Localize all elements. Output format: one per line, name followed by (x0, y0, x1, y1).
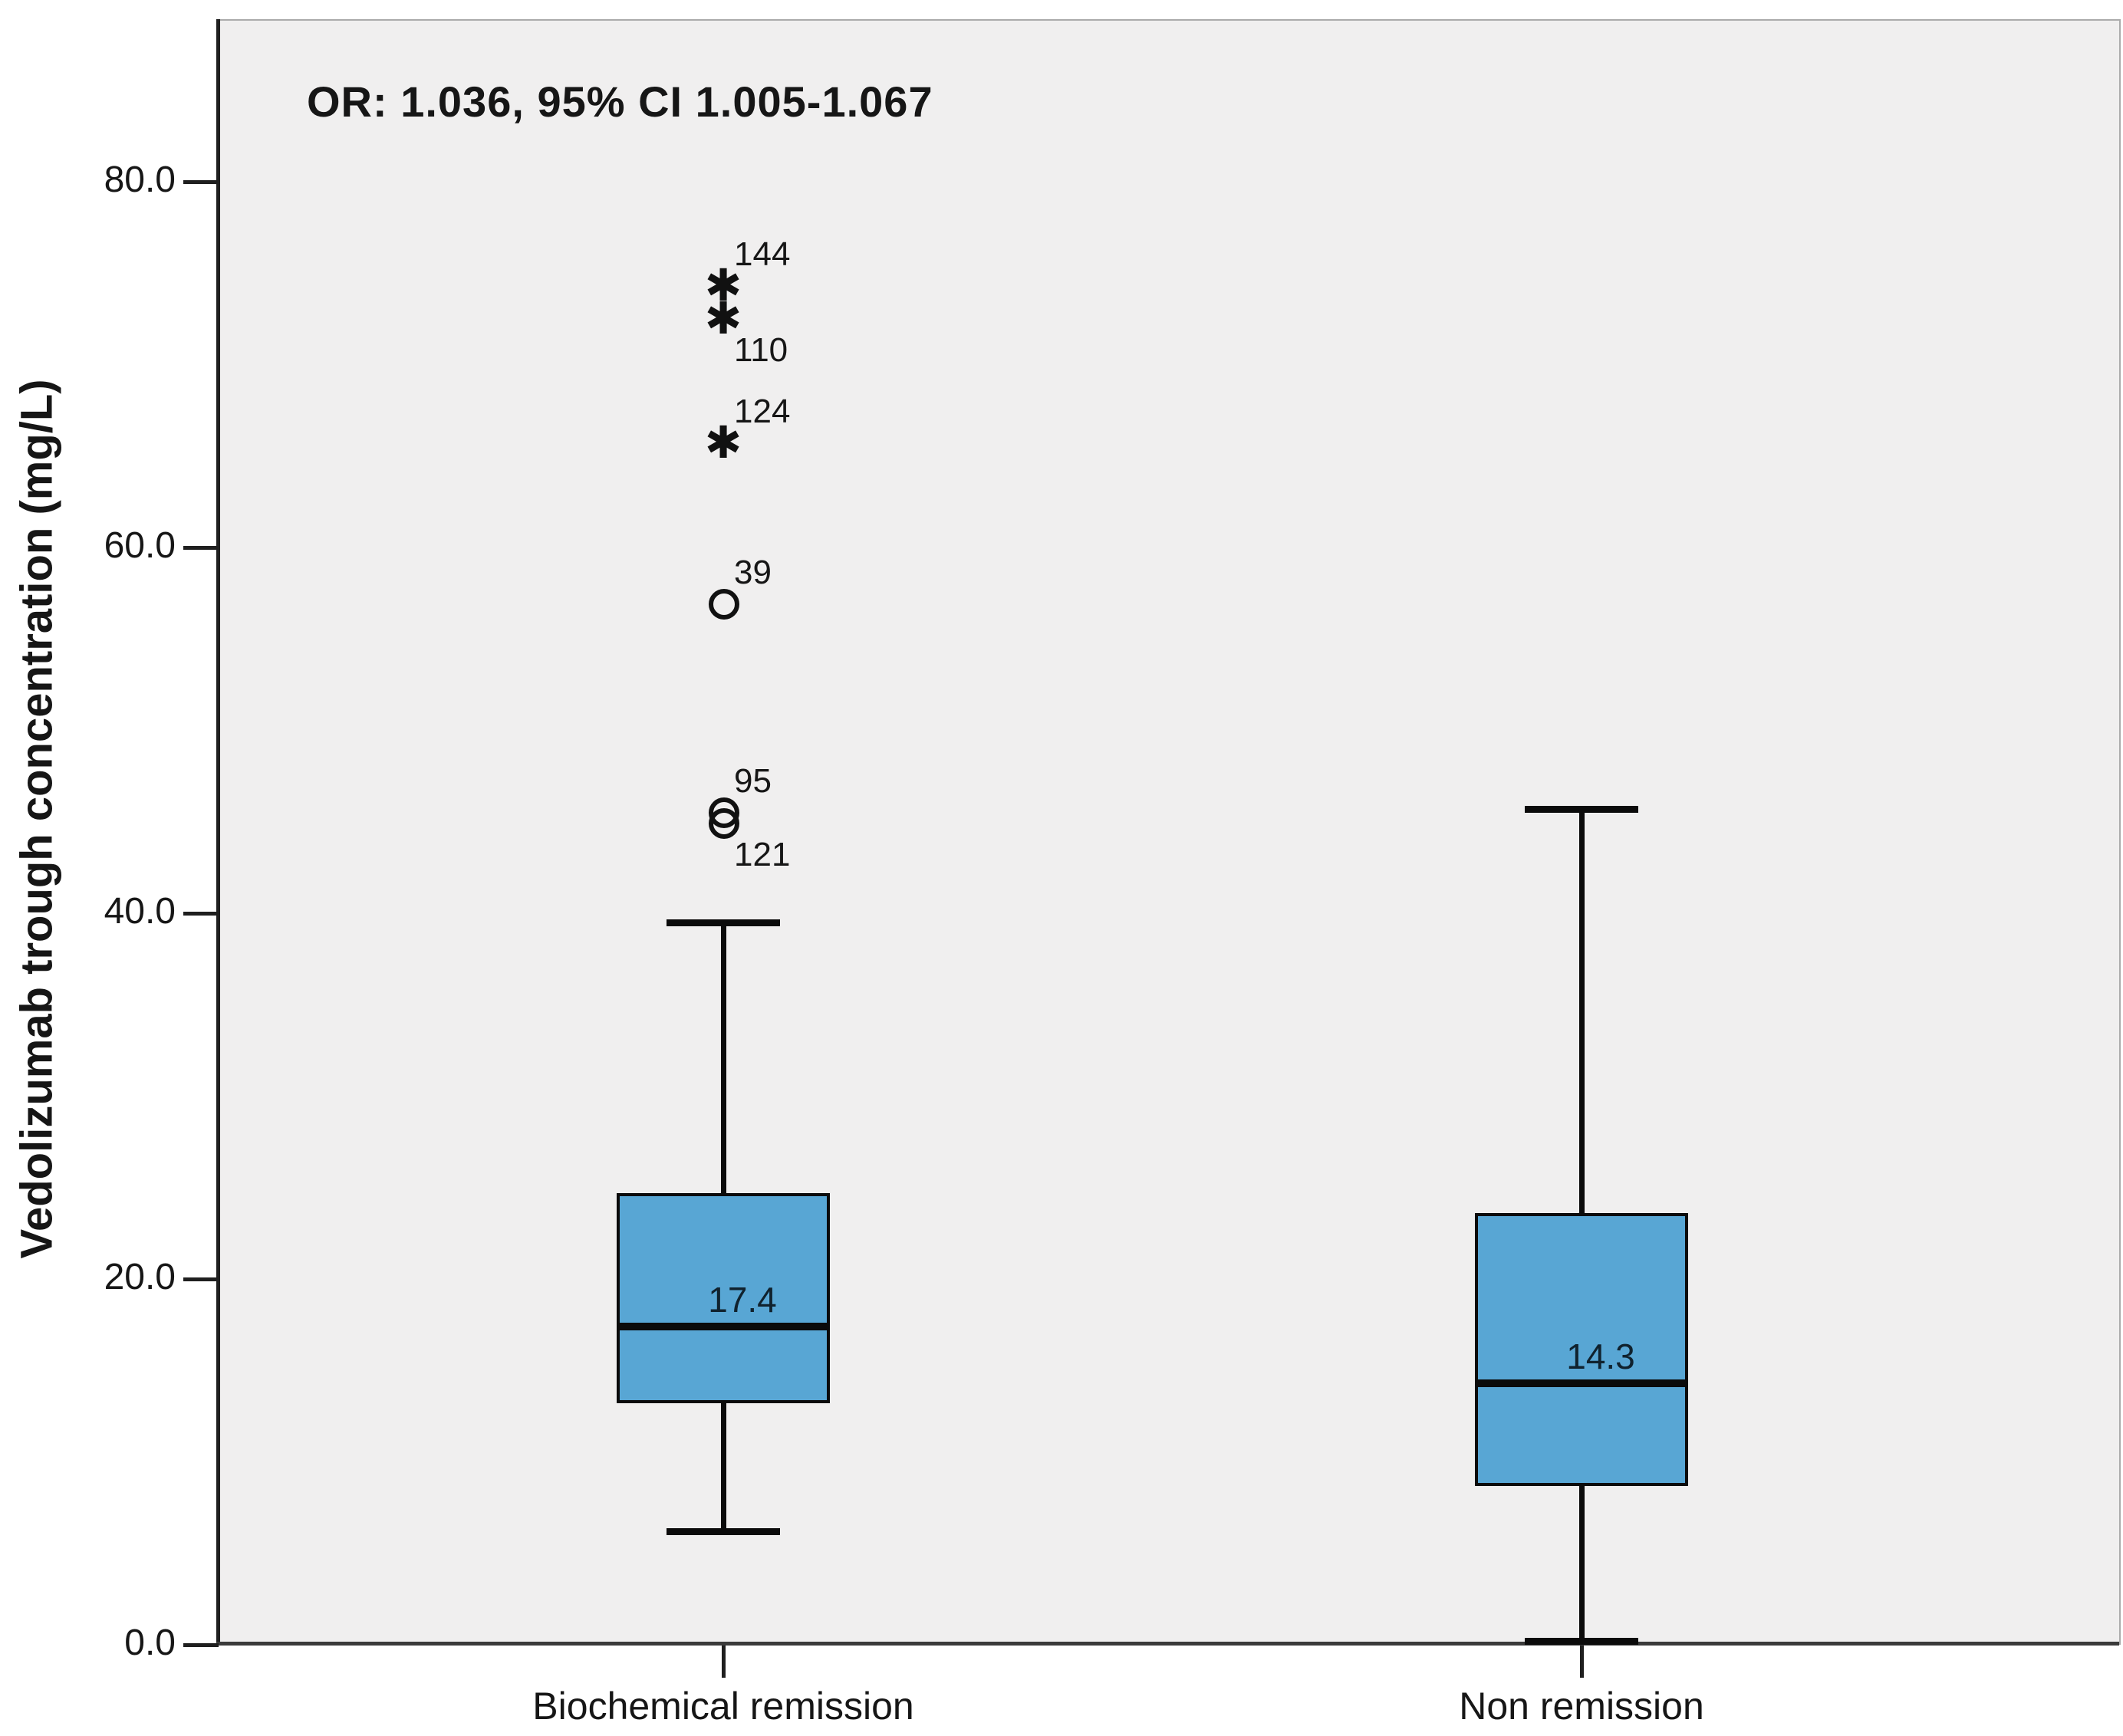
y-tick-mark (183, 1277, 219, 1281)
outlier-case-label: 144 (734, 235, 791, 273)
outlier-star-icon: ✱ (704, 294, 742, 344)
odds-ratio-annotation: OR: 1.036, 95% CI 1.005-1.067 (307, 77, 933, 126)
x-tick-mark (722, 1646, 726, 1678)
box (617, 1193, 830, 1403)
plot-area (219, 19, 2121, 1645)
median-line (1475, 1379, 1688, 1387)
median-line (617, 1323, 830, 1330)
x-category-label: Biochemical remission (532, 1685, 914, 1728)
y-tick-label: 0.0 (124, 1623, 176, 1663)
outlier-case-label: 124 (734, 393, 791, 430)
y-tick-label: 60.0 (104, 525, 176, 566)
outlier-case-label: 39 (734, 554, 772, 591)
x-category-label: Non remission (1459, 1685, 1704, 1728)
x-tick-mark (1580, 1646, 1584, 1678)
outlier-star-icon: ✱ (704, 418, 742, 468)
outlier-circle-icon (709, 808, 739, 839)
outlier-case-label: 95 (734, 762, 772, 800)
upper-whisker-cap (1525, 806, 1638, 813)
lower-whisker-cap (1525, 1638, 1638, 1645)
upper-whisker (1579, 809, 1585, 1213)
y-tick-label: 20.0 (104, 1257, 176, 1297)
lower-whisker (721, 1403, 726, 1531)
x-axis-line (216, 1642, 2119, 1646)
y-tick-mark (183, 546, 219, 550)
outlier-case-label: 110 (734, 331, 788, 369)
y-axis-title: Vedolizumab trough concentration (mg/L) (12, 379, 62, 1259)
box (1475, 1213, 1688, 1486)
y-tick-label: 40.0 (104, 891, 176, 932)
y-tick-mark (183, 1643, 219, 1647)
y-axis-line (216, 19, 220, 1645)
y-tick-mark (183, 912, 219, 916)
y-tick-label: 80.0 (104, 159, 176, 200)
y-tick-mark (183, 180, 219, 184)
upper-whisker-cap (667, 919, 780, 926)
outlier-case-label: 121 (734, 836, 791, 873)
median-value-label: 17.4 (708, 1280, 777, 1320)
lower-whisker (1579, 1486, 1585, 1641)
outlier-circle-icon (709, 589, 739, 620)
lower-whisker-cap (667, 1528, 780, 1535)
median-value-label: 14.3 (1566, 1337, 1635, 1376)
upper-whisker (721, 922, 726, 1193)
outlier-star-icon: ✱ (704, 261, 742, 311)
